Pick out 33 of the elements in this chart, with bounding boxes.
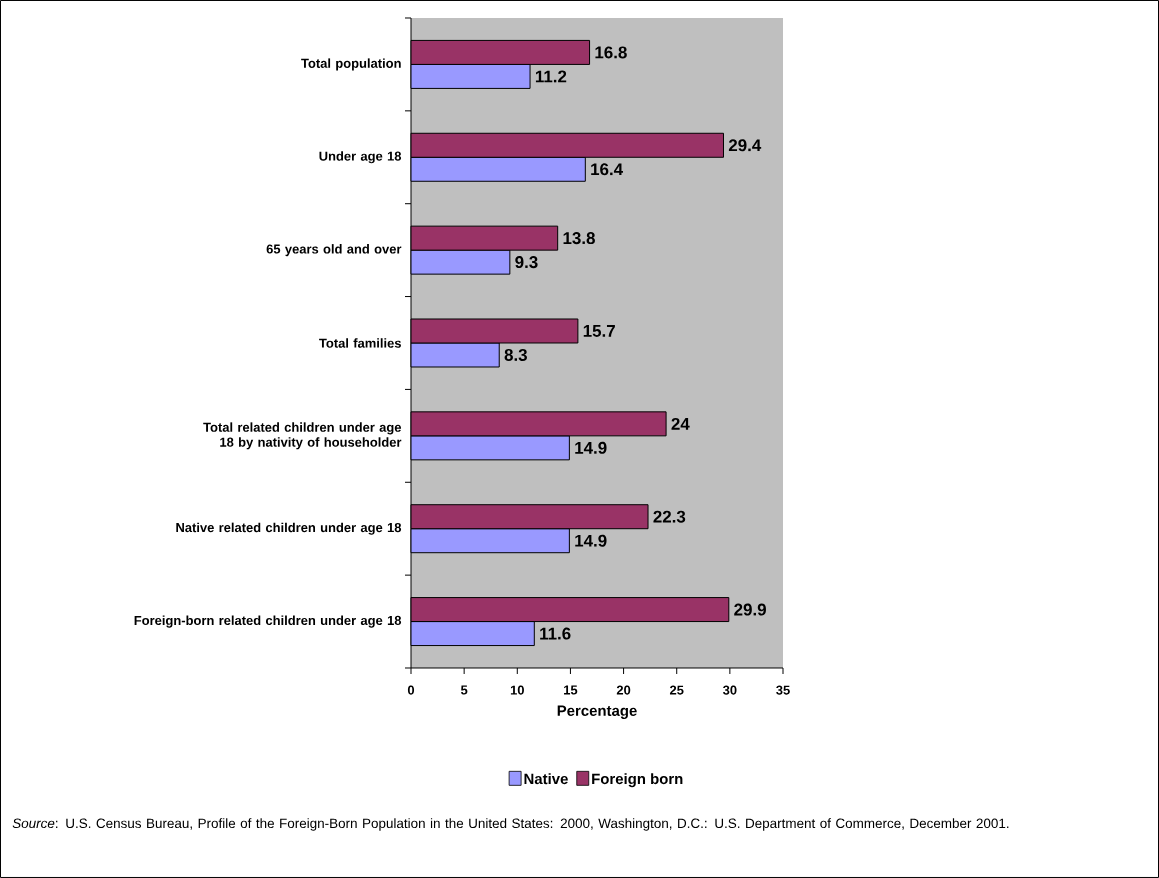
data-label: 22.3 bbox=[653, 510, 686, 523]
data-label: 16.4 bbox=[591, 163, 624, 176]
data-label: 29.4 bbox=[728, 139, 762, 152]
y-tick-label: Total population bbox=[301, 58, 401, 71]
x-tick-label: 25 bbox=[669, 685, 684, 695]
legend-label: Foreign born bbox=[592, 773, 683, 788]
y-tick-label: Total families bbox=[319, 338, 401, 348]
y-tick-label: Total related children under age 18 by nativity of householder bbox=[203, 422, 402, 450]
x-tick-label: 30 bbox=[722, 685, 737, 695]
data-label: 24 bbox=[671, 417, 690, 430]
data-label: 14.9 bbox=[575, 441, 607, 454]
data-label: 11.6 bbox=[540, 627, 571, 640]
legend-label: Native bbox=[524, 773, 568, 785]
y-tick-label: Foreign-born related children under age 18 bbox=[134, 615, 402, 628]
data-label: 14.9 bbox=[575, 534, 607, 547]
data-label: 9.3 bbox=[515, 256, 538, 269]
x-tick-label: 10 bbox=[510, 685, 524, 695]
data-label: 29.9 bbox=[734, 603, 766, 616]
data-label: 13.8 bbox=[563, 232, 595, 245]
x-tick-label: 35 bbox=[776, 685, 790, 695]
x-axis-title: Percentage bbox=[557, 705, 637, 719]
y-tick-label: Under age 18 bbox=[319, 151, 402, 164]
data-label: 16.8 bbox=[595, 46, 627, 59]
x-tick-label: 5 bbox=[460, 685, 468, 695]
data-label: 15.7 bbox=[583, 325, 615, 337]
x-tick-label: 0 bbox=[407, 685, 415, 695]
y-tick-label: 65 years old and over bbox=[266, 244, 402, 257]
y-tick-label: Native related children under age 18 bbox=[176, 522, 402, 535]
data-label: 8.3 bbox=[504, 348, 527, 361]
data-label: 11.2 bbox=[535, 70, 567, 83]
x-tick-label: 20 bbox=[616, 685, 631, 695]
text: Source: U.S. Census Bureau, Profile of the Foreign-Born Population in the United States: 2000, Washington, D.C.: U.S. Department of Commerce, December 2001. bbox=[12, 818, 1009, 831]
x-tick-label: 15 bbox=[564, 685, 578, 695]
